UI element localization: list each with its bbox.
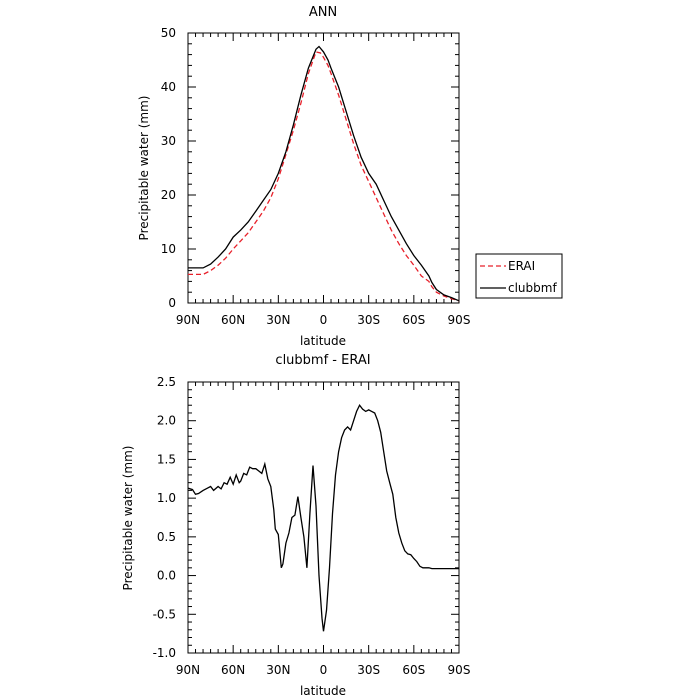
chart-bottom-x-tick-label: 0 (320, 663, 328, 677)
chart-top-series (188, 45, 460, 302)
chart-bottom-x-tick-labels: 90N 60N 30N 0 30S 60S 90S (176, 663, 471, 677)
chart-top-x-tick-label: 60S (402, 313, 425, 327)
chart-bottom-ticks (187, 381, 460, 654)
chart-bottom-y-tick-label: 2.5 (157, 375, 176, 389)
chart-bottom-x-tick-label: 90S (448, 663, 471, 677)
chart-top-x-tick-label: 0 (320, 313, 328, 327)
chart-bottom-y-tick-label: 0.5 (157, 530, 176, 544)
chart-bottom-y-tick-label: -0.5 (153, 607, 176, 621)
legend-label-clubbmf: clubbmf (508, 281, 557, 295)
legend-label-erai: ERAI (508, 259, 535, 273)
chart-bottom-y-tick-label: -1.0 (153, 646, 176, 660)
chart-bottom: clubbmf - ERAI 90N 60N 30N 0 30S 60S 90S -1.0-… (121, 353, 470, 698)
chart-top-x-tick-label: 90N (176, 313, 200, 327)
legend-box (475, 253, 563, 299)
chart-top-x-tick-label: 90S (448, 313, 471, 327)
chart-bottom-series-line-diff (187, 403, 459, 632)
chart-bottom-y-axis-label: Precipitable water (mm) (121, 446, 135, 591)
chart-top-x-tick-label: 30S (357, 313, 380, 327)
chart-top-y-tick-label: 10 (161, 242, 176, 256)
chart-top-x-tick-labels: 90N 60N 30N 0 30S 60S 90S (176, 313, 471, 327)
chart-bottom-x-tick-label: 60S (402, 663, 425, 677)
chart-top-x-tick-label: 30N (266, 313, 290, 327)
chart-bottom-x-tick-label: 60N (221, 663, 245, 677)
chart-bottom-x-tick-label: 30S (357, 663, 380, 677)
chart-top-x-axis-label: latitude (300, 334, 346, 348)
chart-top-title: ANN (309, 5, 337, 20)
chart-top-series-line-erai (188, 51, 460, 302)
chart-bottom-y-tick-label: 2.0 (157, 414, 176, 428)
chart-bottom-frame (187, 381, 460, 654)
chart-top-x-tick-label: 60N (221, 313, 245, 327)
chart-top-y-tick-label: 50 (161, 26, 176, 40)
chart-top-y-tick-label: 30 (161, 134, 176, 148)
chart-bottom-y-tick-label: 1.0 (157, 491, 176, 505)
chart-bottom-x-axis-label: latitude (300, 684, 346, 698)
chart-bottom-y-tick-label: 0.0 (157, 569, 176, 583)
chart-top-y-axis-label: Precipitable water (mm) (137, 96, 151, 241)
chart-top-ticks (187, 32, 460, 304)
chart-top-y-tick-labels: 0 10 20 30 40 50 (161, 26, 176, 310)
chart-top-y-tick-label: 20 (161, 188, 176, 202)
chart-top-y-tick-label: 0 (168, 296, 176, 310)
chart-bottom-series (187, 403, 459, 632)
chart-bottom-y-tick-labels: -1.0 -0.5 0.0 0.5 1.0 1.5 2.0 2.5 (153, 375, 176, 660)
chart-bottom-x-tick-label: 30N (266, 663, 290, 677)
chart-top: ANN 90N 60N 30N 0 30S 60S 90S 0 10 20 30 40 50 lati… (137, 5, 470, 348)
chart-top-series-line-clubbmf (188, 45, 460, 302)
chart-top-frame (187, 32, 460, 304)
chart-bottom-x-tick-label: 90N (176, 663, 200, 677)
chart-bottom-y-tick-label: 1.5 (157, 452, 176, 466)
chart-top-y-tick-label: 40 (161, 80, 176, 94)
chart-bottom-title: clubbmf - ERAI (275, 353, 370, 368)
legend: ERAI clubbmf (475, 253, 563, 299)
